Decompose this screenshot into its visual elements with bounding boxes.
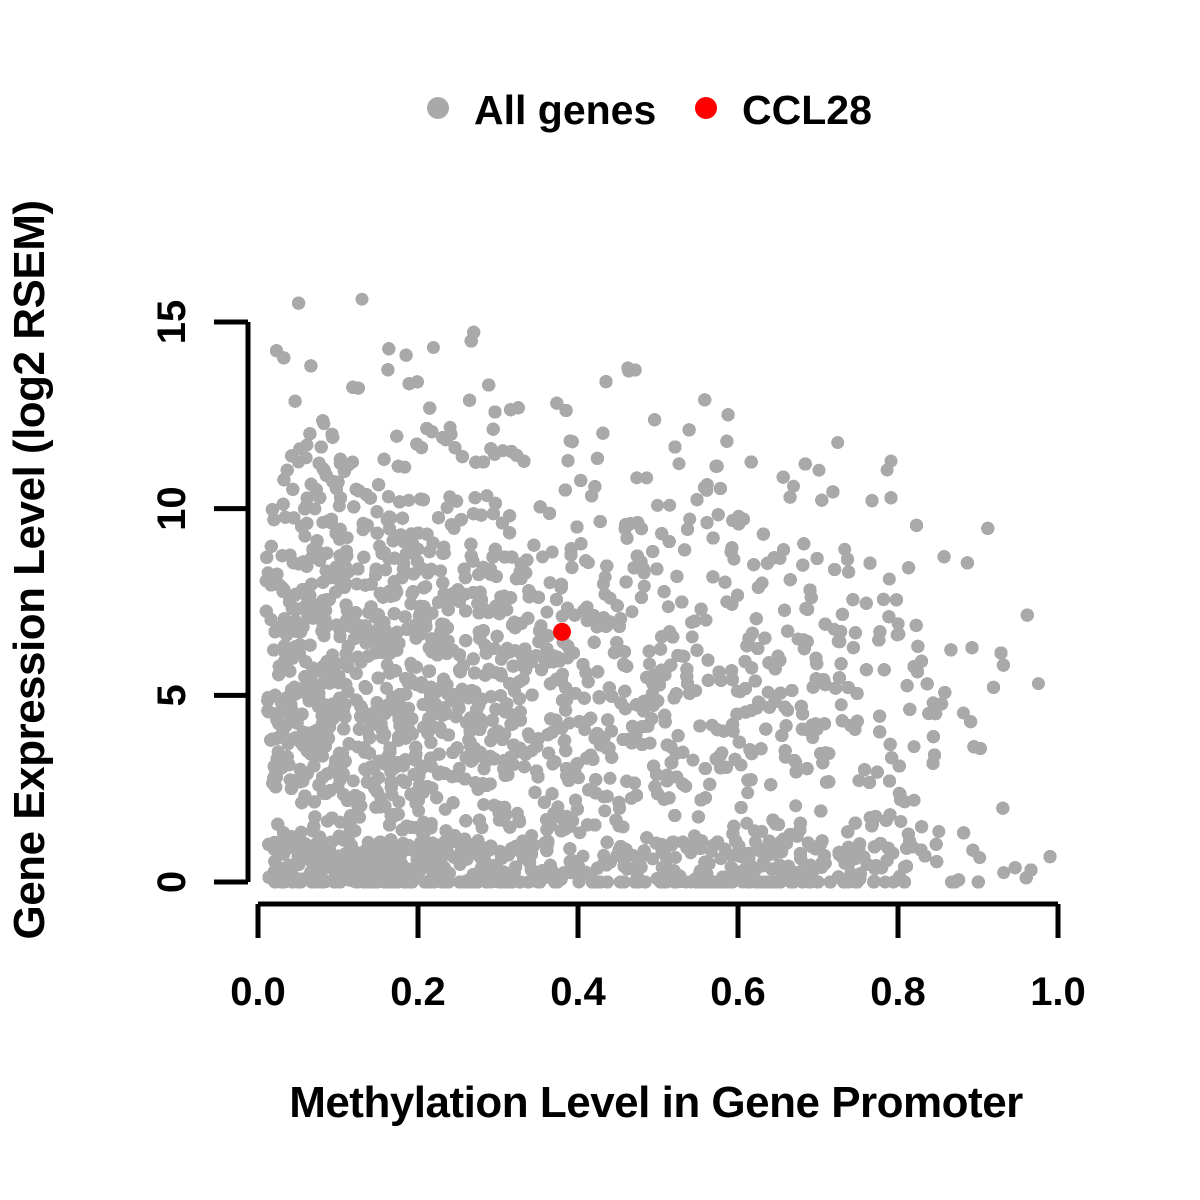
- x-tick-label: 0.6: [710, 970, 766, 1014]
- y-axis-title: Gene Expression Level (log2 RSEM): [5, 200, 54, 939]
- legend-label-all-genes: All genes: [474, 87, 656, 133]
- all-genes-point-cloud: [259, 292, 1057, 889]
- x-tick-label: 0.4: [550, 970, 606, 1014]
- y-axis-tick-labels: 0 5 10 15: [150, 300, 194, 893]
- data-point-ccl28: [553, 622, 571, 641]
- y-tick-label: 15: [150, 300, 194, 345]
- legend-marker-all-genes: [427, 97, 449, 119]
- legend-marker-ccl28: [695, 97, 717, 119]
- y-axis-ticks: [214, 319, 248, 885]
- legend-label-ccl28: CCL28: [742, 87, 872, 133]
- x-tick-label: 0.0: [230, 970, 286, 1014]
- x-axis: 0.0 0.2 0.4 0.6 0.8 1.0: [230, 901, 1086, 1014]
- x-axis-ticks: [255, 904, 1061, 938]
- y-tick-label: 5: [150, 684, 194, 706]
- y-tick-label: 0: [150, 871, 194, 893]
- ccl28-highlight-point: [553, 622, 571, 641]
- y-axis: 0 5 10 15: [150, 300, 251, 893]
- x-tick-label: 0.2: [390, 970, 446, 1014]
- x-axis-tick-labels: 0.0 0.2 0.4 0.6 0.8 1.0: [230, 970, 1086, 1014]
- legend: All genes CCL28: [427, 87, 872, 133]
- x-tick-label: 1.0: [1030, 970, 1086, 1014]
- x-tick-label: 0.8: [870, 970, 926, 1014]
- x-axis-title: Methylation Level in Gene Promoter: [289, 1078, 1023, 1127]
- y-tick-label: 10: [150, 486, 194, 530]
